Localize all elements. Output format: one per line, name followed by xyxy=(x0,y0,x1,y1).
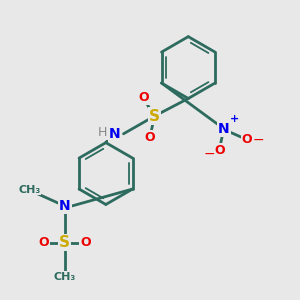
Text: O: O xyxy=(138,92,148,104)
Text: CH₃: CH₃ xyxy=(53,272,76,282)
Text: O: O xyxy=(214,144,224,157)
Text: S: S xyxy=(149,109,160,124)
Text: N: N xyxy=(109,127,121,141)
Text: S: S xyxy=(59,235,70,250)
Text: O: O xyxy=(38,236,49,249)
Text: N: N xyxy=(218,122,230,136)
Text: O: O xyxy=(242,133,253,146)
Text: +: + xyxy=(230,114,239,124)
Text: CH₃: CH₃ xyxy=(18,185,40,195)
Text: O: O xyxy=(80,236,91,249)
Text: O: O xyxy=(145,131,155,144)
Text: −: − xyxy=(253,133,264,147)
Text: N: N xyxy=(59,199,70,213)
Text: −: − xyxy=(204,146,216,161)
Text: H: H xyxy=(97,126,107,139)
